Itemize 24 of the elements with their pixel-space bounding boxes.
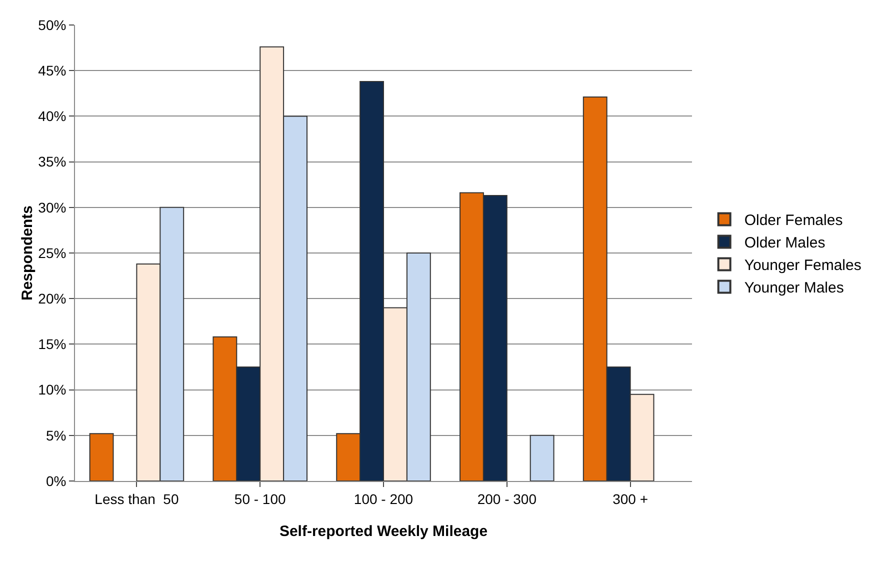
y-tick-label: 40%: [38, 108, 66, 124]
legend-label: Younger Males: [744, 280, 844, 297]
x-tick-label: 50 - 100: [234, 490, 286, 507]
y-tick-label: 10%: [38, 382, 66, 398]
y-tick-label: 5%: [46, 427, 66, 444]
legend-label: Younger Females: [744, 257, 862, 274]
y-tick-label: 20%: [38, 290, 66, 306]
x-tick-label: 300 +: [612, 490, 648, 507]
legend-label: Older Females: [744, 212, 843, 230]
y-axis-title: Respondents: [19, 205, 36, 301]
legend-label: Older Males: [744, 234, 826, 252]
y-tick-label: 35%: [38, 154, 66, 170]
x-tick-label: 100 - 200: [354, 490, 414, 507]
y-tick-label: 15%: [38, 336, 66, 352]
x-tick-label: 200 - 300: [477, 490, 537, 507]
y-tick-label: 45%: [38, 62, 66, 78]
bar: [530, 434, 554, 481]
y-tick-label: 0%: [46, 472, 66, 489]
x-tick-label: Less than 50: [94, 490, 179, 507]
bar: [89, 433, 114, 481]
y-tick-label: 25%: [38, 244, 66, 261]
x-axis-title: Self-reported Weekly Mileage: [279, 523, 488, 540]
y-tick-label: 50%: [38, 16, 66, 33]
y-tick-label: 30%: [38, 199, 66, 216]
